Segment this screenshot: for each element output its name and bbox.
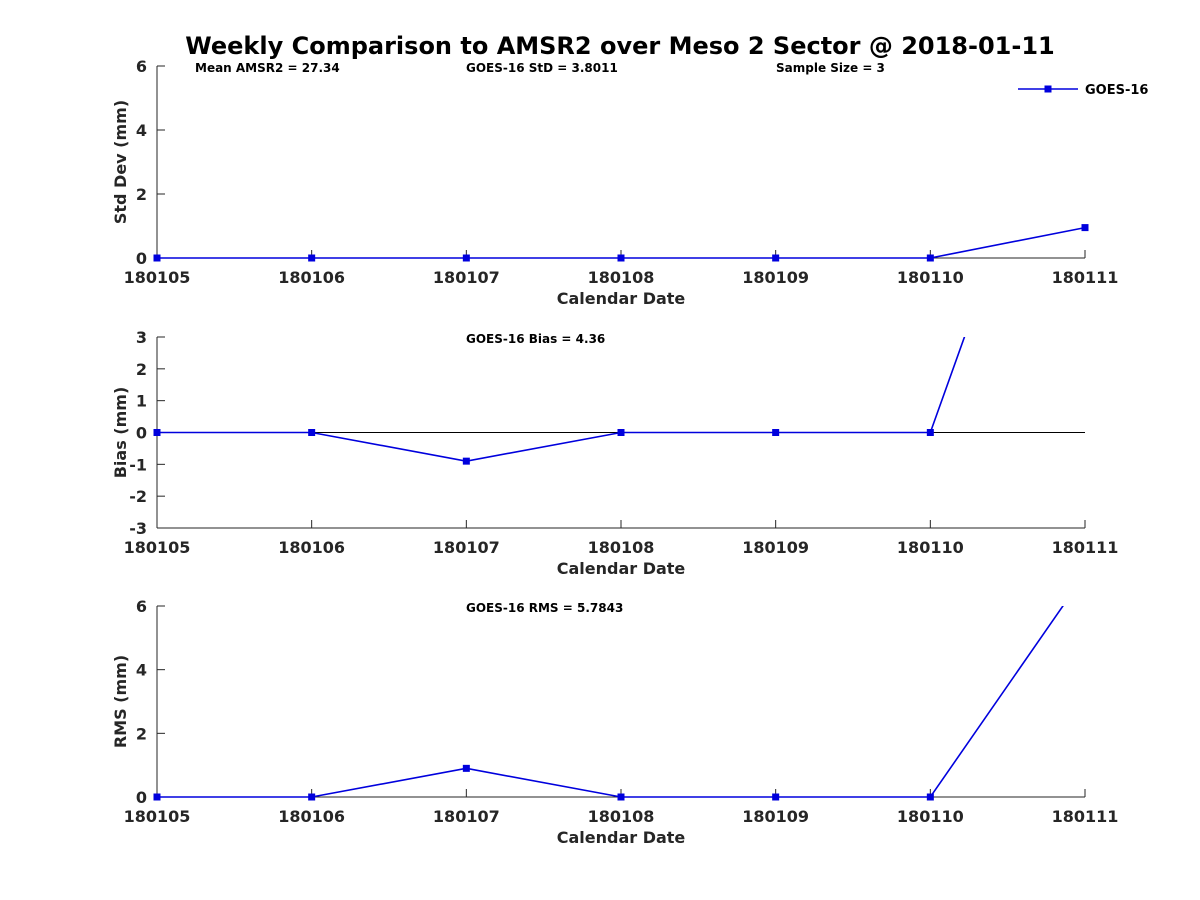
x-tick-label: 180107 — [433, 807, 500, 826]
data-point-marker — [308, 429, 316, 436]
chart-panel-3: 0 2 4 6 180105 180106 180107 180108 180109 180110… — [111, 597, 1119, 847]
data-point-marker — [308, 793, 316, 801]
y-tick-label: -3 — [129, 519, 147, 538]
chart-panel-1: 0 2 4 6 180105 180106 180107 180108 180109 180110… — [111, 57, 1148, 308]
x-tick-label: 180111 — [1052, 268, 1119, 287]
y-tick-label: 6 — [136, 57, 147, 76]
x-tick-label: 180106 — [278, 268, 345, 287]
data-point-marker — [926, 793, 934, 801]
y-tick-label: 2 — [136, 724, 147, 743]
y-tick-label: 1 — [136, 392, 147, 411]
y-tick-label: 6 — [136, 597, 147, 616]
data-point-marker — [617, 254, 625, 262]
x-tick-label: 180110 — [897, 538, 964, 557]
data-point-marker — [772, 429, 780, 436]
data-point-marker — [772, 793, 780, 801]
data-point-marker — [153, 254, 161, 262]
stats-annotation: GOES-16 RMS = 5.7843 — [466, 601, 623, 615]
x-axis-title: Calendar Date — [557, 828, 686, 847]
y-tick-label: 0 — [136, 424, 147, 443]
y-tick-label: 2 — [136, 185, 147, 204]
y-tick-label: 4 — [136, 661, 147, 680]
y-tick-label: 0 — [136, 788, 147, 807]
data-point-marker — [462, 764, 470, 772]
y-tick-label: 4 — [136, 121, 147, 140]
x-tick-label: 180109 — [742, 807, 809, 826]
x-tick-label: 180108 — [588, 538, 655, 557]
data-point-marker — [617, 429, 625, 436]
data-point-marker — [926, 254, 934, 262]
stats-annotation: Sample Size = 3 — [776, 61, 885, 75]
data-point-marker — [617, 793, 625, 801]
x-tick-label: 180106 — [278, 807, 345, 826]
data-point-marker — [462, 254, 470, 262]
y-tick-label: -1 — [129, 455, 147, 474]
stats-annotation: Mean AMSR2 = 27.34 — [195, 61, 340, 75]
y-axis-title: RMS (mm) — [111, 655, 130, 748]
figure-title: Weekly Comparison to AMSR2 over Meso 2 S… — [185, 32, 1054, 60]
stats-annotation: GOES-16 Bias = 4.36 — [466, 332, 605, 346]
y-tick-label: 0 — [136, 249, 147, 268]
x-tick-label: 180106 — [278, 538, 345, 557]
y-axis-title: Bias (mm) — [111, 387, 130, 479]
chart-panel-2: -3 -2 -1 0 1 2 3 180105 180106 180107 180108 180109… — [111, 328, 1119, 578]
x-tick-label: 180107 — [433, 538, 500, 557]
x-tick-label: 180108 — [588, 807, 655, 826]
data-point-marker — [153, 429, 161, 436]
x-tick-label: 180108 — [588, 268, 655, 287]
data-point-marker — [462, 457, 470, 465]
x-tick-label: 180111 — [1052, 538, 1119, 557]
x-tick-label: 180109 — [742, 538, 809, 557]
y-tick-label: -2 — [129, 487, 147, 506]
x-tick-label: 180111 — [1052, 807, 1119, 826]
x-tick-label: 180110 — [897, 268, 964, 287]
x-tick-label: 180105 — [124, 268, 191, 287]
x-axis-title: Calendar Date — [557, 289, 686, 308]
data-point-marker — [772, 254, 780, 262]
x-tick-label: 180105 — [124, 538, 191, 557]
stats-annotation: GOES-16 StD = 3.8011 — [466, 61, 618, 75]
y-tick-label: 3 — [136, 328, 147, 347]
x-tick-label: 180105 — [124, 807, 191, 826]
y-tick-label: 2 — [136, 360, 147, 379]
data-point-marker — [1081, 224, 1089, 232]
legend-label: GOES-16 — [1085, 83, 1148, 98]
data-point-marker — [926, 429, 934, 436]
data-point-marker — [153, 793, 161, 801]
legend-marker — [1044, 85, 1052, 93]
y-axis-title: Std Dev (mm) — [111, 100, 130, 224]
x-tick-label: 180109 — [742, 268, 809, 287]
x-axis-title: Calendar Date — [557, 559, 686, 578]
data-point-marker — [308, 254, 316, 262]
x-tick-label: 180110 — [897, 807, 964, 826]
x-tick-label: 180107 — [433, 268, 500, 287]
